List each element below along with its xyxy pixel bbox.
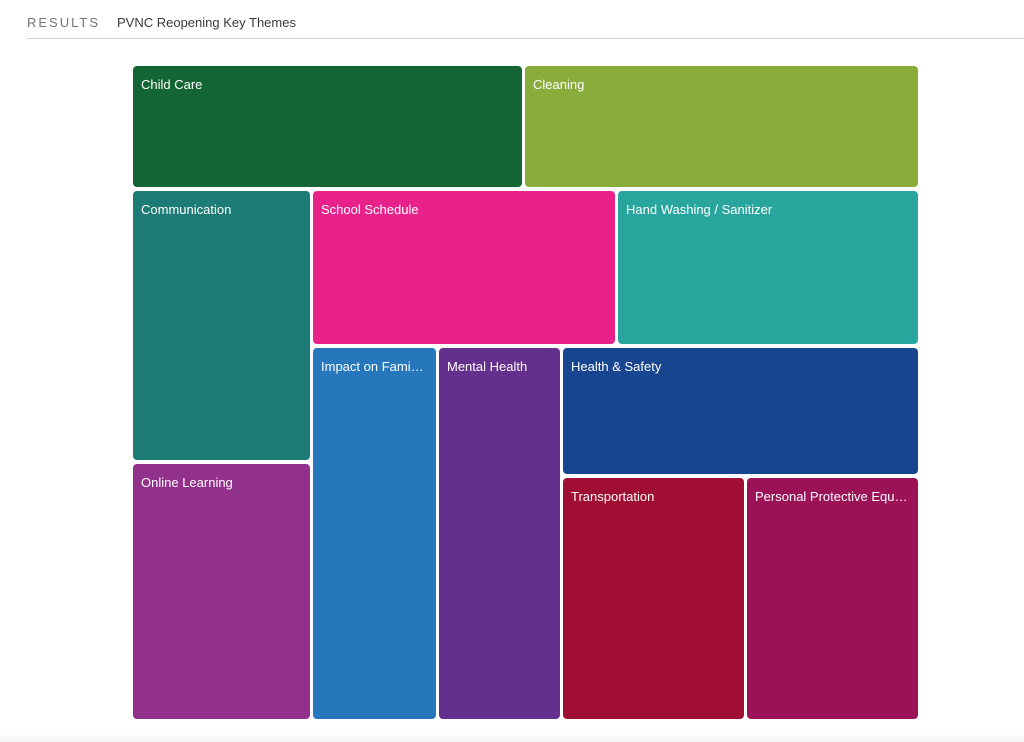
- treemap-tile-label: Mental Health: [447, 359, 528, 374]
- treemap-tile-online-learning[interactable]: Online Learning: [133, 464, 310, 719]
- treemap-tile-label: School Schedule: [321, 202, 419, 217]
- treemap-tile-cleaning[interactable]: Cleaning: [525, 66, 918, 187]
- treemap-tile-label: Child Care: [141, 77, 203, 92]
- header-divider: [27, 38, 1024, 39]
- treemap-tile-impact-on-fami[interactable]: Impact on Fami…: [313, 348, 436, 719]
- treemap-tile-health-safety[interactable]: Health & Safety: [563, 348, 918, 474]
- treemap-tile-label: Transportation: [571, 489, 655, 504]
- treemap-tile-hand-washing-sanitizer[interactable]: Hand Washing / Sanitizer: [618, 191, 918, 344]
- treemap-tile-school-schedule[interactable]: School Schedule: [313, 191, 615, 344]
- results-section-label: RESULTS: [27, 15, 100, 30]
- treemap-tile-label: Communication: [141, 202, 232, 217]
- treemap-tile-child-care[interactable]: Child Care: [133, 66, 522, 187]
- treemap-tile-label: Impact on Fami…: [321, 359, 424, 374]
- treemap-tile-label: Cleaning: [533, 77, 585, 92]
- treemap-tile-personal-protective-equ[interactable]: Personal Protective Equ…: [747, 478, 918, 719]
- treemap-tile-mental-health[interactable]: Mental Health: [439, 348, 560, 719]
- treemap-tile-label: Online Learning: [141, 475, 233, 490]
- bottom-shadow: [0, 733, 1024, 742]
- results-header: RESULTS PVNC Reopening Key Themes: [0, 0, 1024, 40]
- report-title: PVNC Reopening Key Themes: [117, 15, 296, 30]
- treemap-tile-label: Hand Washing / Sanitizer: [626, 202, 773, 217]
- treemap-tile-label: Health & Safety: [571, 359, 662, 374]
- treemap-tile-communication[interactable]: Communication: [133, 191, 310, 460]
- treemap-tile-transportation[interactable]: Transportation: [563, 478, 744, 719]
- treemap-tile-label: Personal Protective Equ…: [755, 489, 908, 504]
